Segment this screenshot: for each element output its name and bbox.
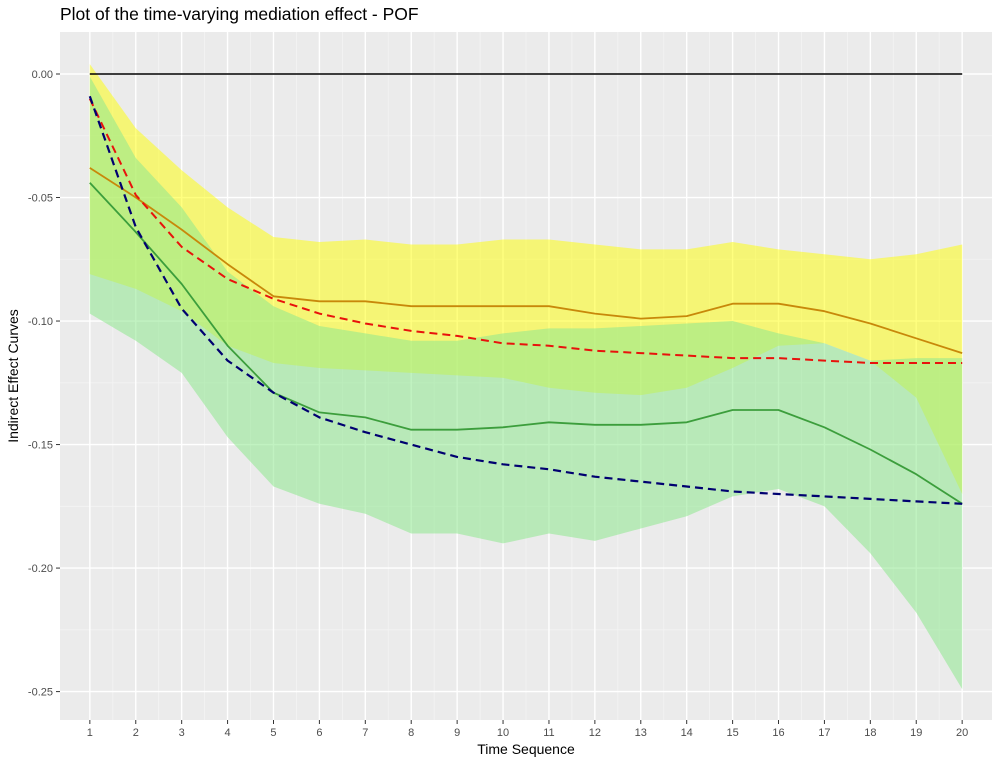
x-tick-label: 1 [87,727,93,739]
x-tick-label: 12 [589,727,601,739]
x-tick-label: 11 [543,727,554,739]
y-tick-label: -0.20 [28,563,53,575]
x-tick-label: 17 [818,727,830,739]
x-tick-label: 7 [362,727,368,739]
y-tick-label: -0.25 [28,687,53,699]
x-tick-label: 10 [497,727,509,739]
band-green [89,76,963,690]
y-tick-label: 0.00 [32,69,53,81]
x-tick-label: 8 [408,727,414,739]
x-tick-label: 5 [270,727,276,739]
x-axis-title: Time Sequence [477,741,575,757]
curve-navy-dashed [88,95,963,505]
band-yellow [89,64,963,494]
x-tick-label: 18 [864,727,876,739]
curve-green-solid [89,182,963,505]
x-tick-label: 13 [635,727,647,739]
confidence-bands [89,64,963,690]
y-tick-label: -0.15 [28,440,53,452]
y-tick-label: -0.10 [28,316,53,328]
x-tick-label: 15 [726,727,738,739]
x-tick-label: 20 [956,727,968,739]
x-tick-label: 3 [179,727,185,739]
y-axis-ticks: 0.00 -0.05 -0.10 -0.15 -0.20 -0.25 [28,69,60,699]
y-tick-label: -0.05 [28,193,53,205]
chart-title: Plot of the time-varying mediation effec… [60,4,419,24]
x-tick-label: 19 [910,727,922,739]
x-axis-ticks: 1 2 3 4 5 6 7 8 9 10 11 12 13 14 15 16 17 18 19 20 [87,720,968,739]
x-tick-label: 16 [772,727,784,739]
x-tick-label: 9 [454,727,460,739]
x-tick-label: 4 [225,727,231,739]
x-tick-label: 2 [133,727,139,739]
x-tick-label: 14 [681,727,693,739]
curve-orange-solid [89,167,963,354]
effect-curves [88,73,963,505]
curve-red-dashed [88,98,963,364]
y-axis-title: Indirect Effect Curves [5,309,21,443]
x-tick-label: 6 [316,727,322,739]
